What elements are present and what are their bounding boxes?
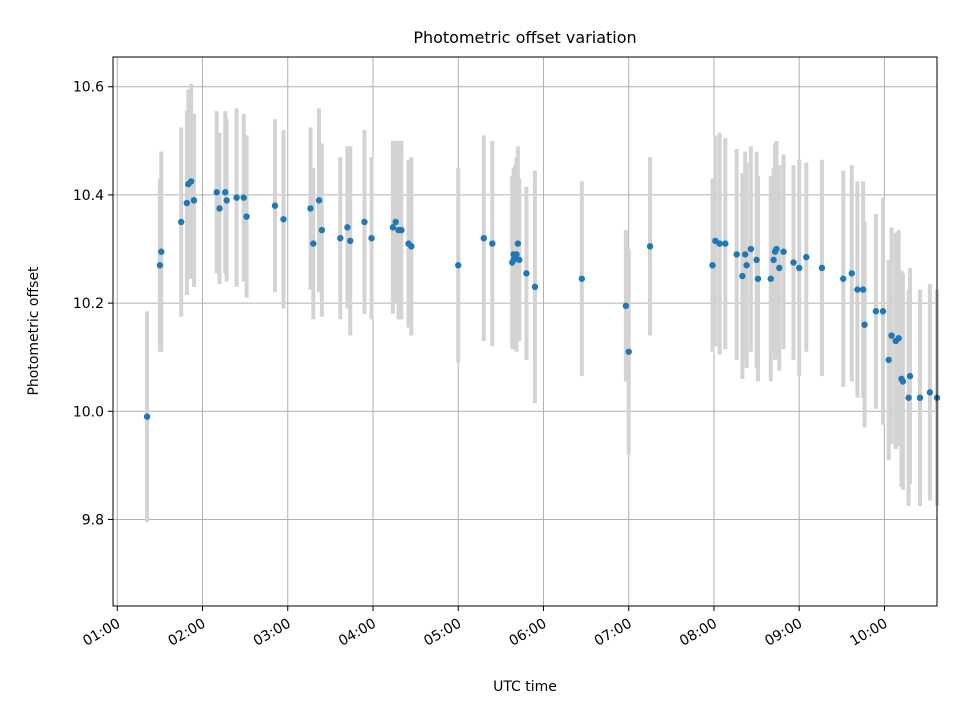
data-point: [754, 275, 762, 282]
data-point: [523, 270, 530, 277]
y-tick-label: 10.4: [73, 188, 104, 204]
data-point: [222, 189, 229, 196]
data-point: [480, 234, 487, 242]
data-point: [790, 259, 797, 266]
data-point: [514, 240, 522, 247]
data-point: [223, 197, 230, 204]
y-axis-label: Photometric offset: [26, 266, 42, 396]
data-point: [848, 270, 855, 277]
data-point: [280, 216, 287, 223]
data-point: [622, 302, 630, 310]
y-tick-label: 10.2: [73, 296, 104, 312]
data-point: [233, 194, 240, 201]
y-tick-label: 9.8: [82, 512, 104, 528]
data-point: [318, 226, 326, 234]
data-point: [646, 243, 654, 250]
data-point: [398, 226, 405, 234]
data-point: [531, 283, 539, 291]
data-point: [742, 251, 749, 258]
data-point: [347, 237, 354, 245]
data-point: [310, 240, 317, 247]
data-point: [361, 218, 368, 226]
y-axis: 9.8 10.0 10.2 10.4 10.6: [73, 80, 113, 528]
data-point: [213, 189, 220, 196]
data-point: [885, 356, 892, 364]
data-point: [872, 308, 880, 315]
data-point: [187, 178, 195, 185]
x-axis-label: UTC time: [493, 679, 557, 695]
data-point: [513, 251, 520, 258]
data-point: [753, 256, 760, 264]
data-point: [216, 205, 223, 212]
data-point: [780, 248, 787, 255]
data-point: [190, 197, 198, 204]
data-point: [905, 394, 912, 401]
data-point: [709, 262, 716, 269]
data-point: [916, 394, 924, 401]
data-point: [899, 378, 907, 385]
data-point: [307, 205, 314, 212]
data-point: [389, 224, 397, 231]
data-point: [906, 372, 914, 380]
data-point: [271, 202, 279, 209]
data-point: [733, 251, 740, 258]
data-point: [888, 332, 895, 339]
data-point: [859, 286, 867, 293]
data-point: [315, 197, 323, 204]
data-point: [747, 245, 755, 253]
data-points: [143, 178, 941, 420]
data-point: [183, 199, 191, 207]
data-point: [240, 194, 247, 201]
data-point: [739, 272, 746, 280]
data-point: [776, 264, 783, 272]
data-point: [455, 262, 462, 269]
data-point: [722, 240, 729, 247]
y-tick-label: 10.6: [73, 80, 104, 96]
data-point: [773, 245, 780, 253]
data-point: [368, 234, 375, 242]
chart-title: Photometric offset variation: [413, 28, 636, 47]
data-point: [516, 256, 523, 264]
data-point: [879, 308, 887, 315]
data-point: [795, 264, 803, 272]
data-point: [716, 240, 723, 247]
data-point: [854, 286, 861, 293]
data-point: [861, 321, 868, 328]
data-point: [803, 253, 810, 261]
data-point: [243, 213, 250, 220]
data-point: [895, 335, 902, 342]
data-point: [840, 275, 847, 282]
data-point: [156, 262, 164, 269]
data-point: [625, 348, 632, 355]
data-point: [489, 240, 496, 247]
data-point: [926, 389, 934, 396]
data-point: [177, 218, 185, 226]
plot-frame: [112, 56, 938, 607]
data-point: [143, 413, 151, 420]
data-point: [392, 218, 399, 226]
data-point: [818, 264, 826, 272]
data-point: [337, 234, 344, 242]
data-point: [578, 275, 586, 282]
y-tick-label: 10.0: [73, 404, 104, 420]
data-point: [158, 248, 165, 255]
data-point: [770, 256, 777, 264]
data-point: [767, 275, 774, 282]
data-point: [344, 224, 351, 231]
data-point: [408, 243, 415, 250]
data-point: [743, 262, 750, 269]
